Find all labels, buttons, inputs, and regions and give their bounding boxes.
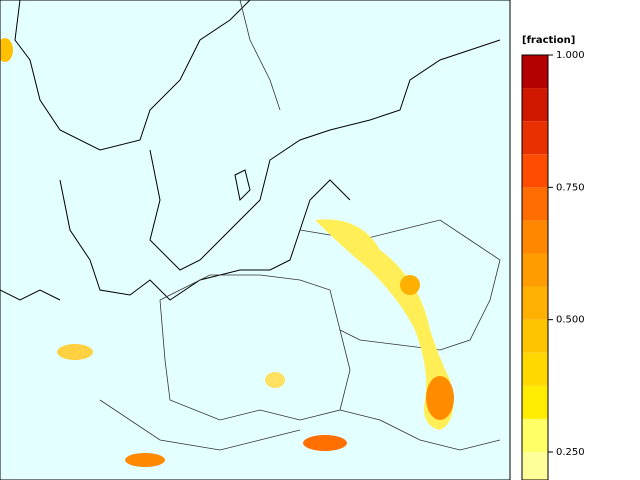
colorbar-bin <box>522 220 548 254</box>
colorbar-bin <box>522 352 548 386</box>
colorbar-label: [fraction] <box>522 35 575 46</box>
colorbar-bin <box>522 121 548 155</box>
colorbar-bin <box>522 187 548 221</box>
plumes <box>0 38 454 467</box>
plume-center <box>265 372 285 388</box>
plume-west <box>57 344 93 360</box>
colorbar-bin <box>522 452 548 480</box>
colorbar-bin <box>522 55 548 89</box>
border-poland <box>159 274 351 421</box>
colorbar-bin <box>522 88 548 122</box>
colorbar-bin <box>522 253 548 287</box>
colorbar-tick-label: 0.250 <box>556 447 585 458</box>
colorbar-tick-label: 0.500 <box>556 315 585 326</box>
plume-south <box>303 435 347 451</box>
coastline-baltic <box>149 39 501 271</box>
border-belarus <box>299 219 501 351</box>
borders <box>99 0 501 451</box>
plume-core <box>400 275 420 295</box>
colorbar-bin <box>522 418 548 452</box>
plume-south <box>125 453 165 467</box>
colorbar-bin <box>522 385 548 419</box>
plume-core <box>426 376 454 420</box>
island-gotland <box>234 169 251 202</box>
plume-northwest <box>0 38 13 62</box>
coastline-scandinavia-west <box>14 0 251 151</box>
colorbar-bin <box>522 286 548 320</box>
map-frame <box>0 0 511 480</box>
colorbar-bin <box>522 319 548 353</box>
colorbar-bin <box>522 154 548 188</box>
colorbar-tick-label: 0.750 <box>556 182 585 193</box>
colorbar-frame <box>521 54 549 480</box>
border-sweden-finland <box>239 0 281 111</box>
colorbar-tick-label: 1.000 <box>556 50 585 61</box>
border-ukraine <box>339 409 501 451</box>
coastline-north-sea <box>0 289 61 301</box>
border-czech <box>99 399 301 451</box>
